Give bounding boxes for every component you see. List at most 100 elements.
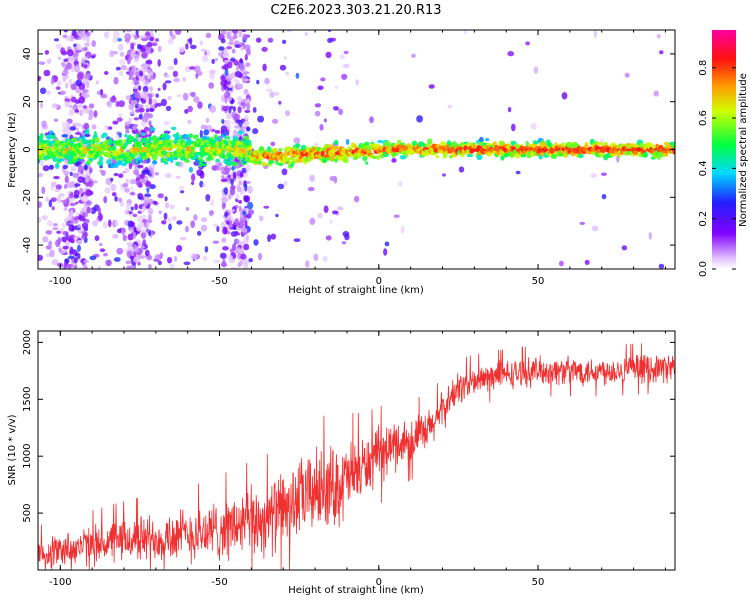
heatmap-cell [67,255,75,260]
heatmap-cell [148,97,153,105]
heatmap-cell [185,225,189,233]
heatmap-cell [130,206,134,211]
heatmap-cell [56,195,61,204]
heatmap-cell [230,266,238,269]
heatmap-cell [277,162,284,167]
heatmap-cell [108,126,113,130]
heatmap-cell [142,239,147,247]
heatmap-cell [416,115,423,123]
heatmap-cell [86,206,91,214]
heatmap-cell [377,139,384,144]
heatmap-cell [233,78,238,84]
heatmap-cell [58,193,65,197]
heatmap-cell [51,103,58,109]
x-tick-label: -50 [211,577,227,588]
heatmap-cell [221,202,226,210]
heatmap-cell [61,134,69,138]
heatmap-cell [100,170,106,176]
heatmap-cell [104,187,111,194]
heatmap-cell [57,158,65,162]
heatmap-cell [125,95,131,100]
heatmap-cell [188,166,193,173]
heatmap-cell [197,230,202,236]
heatmap-cell [52,227,59,231]
heatmap-cell [380,154,384,159]
heatmap-cell [243,120,250,128]
heatmap-cell [168,223,172,231]
y-tick-label: 20 [22,95,33,108]
heatmap-cell [70,83,77,91]
heatmap-cell [199,40,204,46]
heatmap-cell [130,186,134,190]
heatmap-cell [70,143,75,148]
heatmap-cell [279,64,287,71]
heatmap-cell [120,227,126,236]
heatmap-cell [411,140,418,147]
heatmap-cell [77,244,81,252]
heatmap-cell [171,216,177,221]
heatmap-cell [247,145,253,151]
heatmap-cell [185,43,189,50]
heatmap-cell [203,54,209,63]
heatmap-cell [180,190,185,194]
heatmap-cell [81,36,87,41]
heatmap-cell [242,105,246,110]
heatmap-cell [220,125,228,133]
x-tick-label: -100 [49,577,72,588]
heatmap-cell [145,31,151,37]
heatmap-cell [229,37,234,45]
heatmap-cell [133,256,140,263]
heatmap-cell [209,105,217,113]
heatmap-cell [533,66,539,74]
heatmap-cell [233,33,238,40]
heatmap-cell [143,112,150,118]
heatmap-cell [157,59,161,67]
heatmap-cell [272,118,279,124]
heatmap-cell [237,262,242,268]
heatmap-cell [329,175,336,182]
heatmap-cell [217,162,223,168]
heatmap-cell [189,44,197,50]
heatmap-cell [130,50,136,58]
heatmap-cell [228,193,232,200]
heatmap-cell [211,58,215,65]
heatmap-cell [73,189,80,197]
heatmap-cell [191,181,195,186]
heatmap-cell [77,36,82,40]
heatmap-cell [194,65,201,73]
heatmap-cell [220,262,228,268]
heatmap-cell [247,201,254,210]
heatmap-cell [239,59,244,64]
heatmap-cell [427,138,433,145]
heatmap-cell [133,91,141,99]
heatmap-cell [591,225,599,232]
heatmap-cell [39,87,47,95]
heatmap-cell [200,224,208,232]
heatmap-cell [190,220,196,228]
heatmap-cell [202,183,206,188]
heatmap-cell [82,266,89,269]
heatmap-cell [371,155,378,160]
heatmap-cell [126,265,132,269]
heatmap-cell [73,57,79,61]
heatmap-cell [62,245,69,250]
heatmap-cell [86,80,90,89]
colorbar-tick-label: 0.0 [698,261,709,277]
heatmap-cell [141,65,148,73]
heatmap-cell [48,240,52,247]
heatmap-cell [283,56,288,60]
heatmap-cell [216,225,220,233]
heatmap-cell [129,192,136,196]
heatmap-cell [239,241,245,245]
heatmap-cell [55,86,61,90]
heatmap-cell [68,78,73,87]
heatmap-cell [69,105,73,108]
heatmap-cell [337,206,344,211]
heatmap-cell [221,196,228,203]
heatmap-cell [116,117,123,122]
heatmap-cell [122,234,128,242]
heatmap-cell [54,188,60,193]
heatmap-cell [41,186,46,195]
heatmap-cell [182,92,189,101]
heatmap-cell [118,70,124,77]
